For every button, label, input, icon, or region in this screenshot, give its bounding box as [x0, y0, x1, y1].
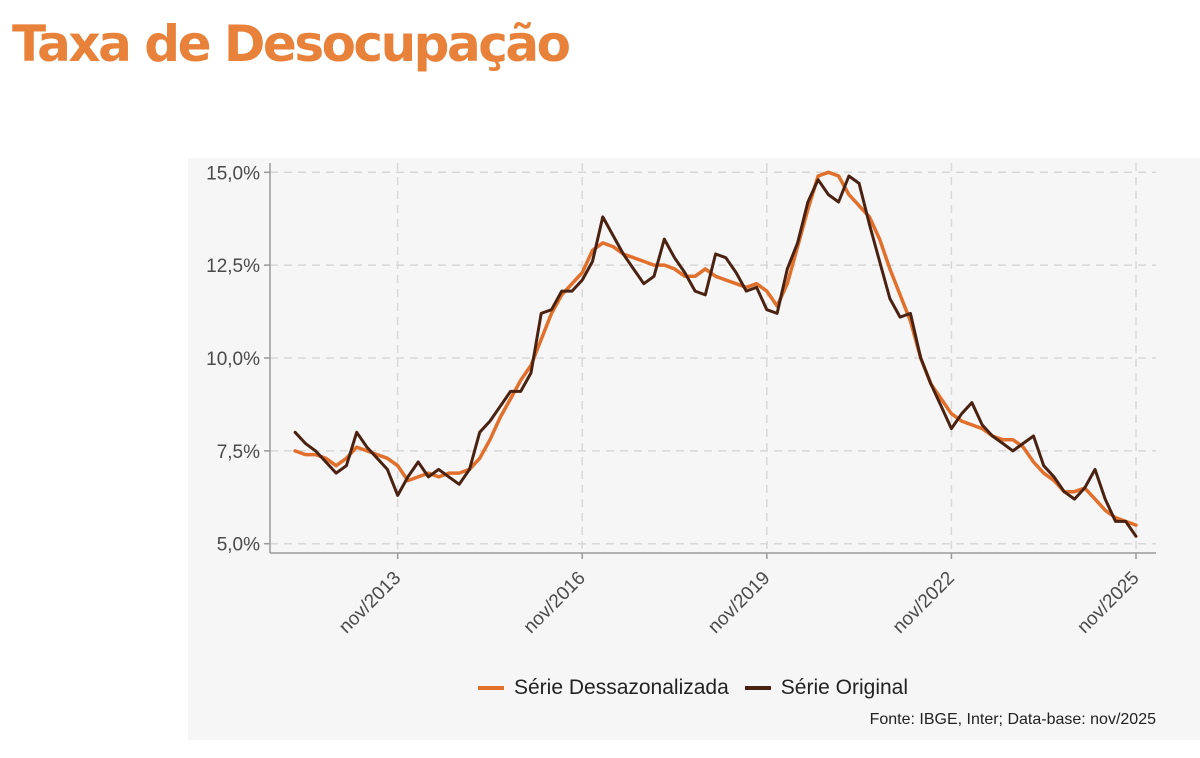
x-tick-label: nov/2019 [704, 568, 774, 638]
chart-title: Taxa de Desocupação [12, 15, 571, 73]
x-tick-label: nov/2025 [1073, 568, 1143, 638]
y-tick-label: 5,0% [217, 535, 260, 556]
legend-label-original: Série Original [780, 676, 909, 699]
series-line-seasonally-adjusted [293, 170, 1138, 527]
series-line-original [293, 174, 1138, 538]
y-tick-label: 12,5% [206, 256, 260, 277]
x-tick-label: nov/2016 [520, 568, 590, 638]
legend-item-seasonally-adjusted: Série Dessazonalizada [478, 676, 729, 700]
y-tick-label: 10,0% [206, 349, 260, 370]
source-note: Fonte: IBGE, Inter; Data-base: nov/2025 [869, 711, 1156, 728]
y-axis-ticks: 5,0% 7,5% 10,0% 12,5% 15,0% [206, 163, 270, 556]
legend-swatch-original [744, 686, 771, 690]
legend-label-seasonally-adjusted: Série Dessazonalizada [514, 676, 729, 699]
y-tick-label: 7,5% [217, 442, 260, 463]
legend-item-original: Série Original [744, 676, 909, 700]
legend-swatch-seasonally-adjusted [478, 686, 504, 690]
grid-lines [270, 163, 1156, 553]
x-tick-label: nov/2022 [889, 568, 959, 638]
y-tick-label: 15,0% [206, 163, 260, 184]
x-tick-label: nov/2013 [335, 568, 405, 638]
data-series [293, 170, 1138, 538]
legend: Série Dessazonalizada Série Original [478, 676, 908, 700]
x-axis-ticks: nov/2013 nov/2016 nov/2019 nov/2022 nov/2025 [335, 553, 1144, 638]
